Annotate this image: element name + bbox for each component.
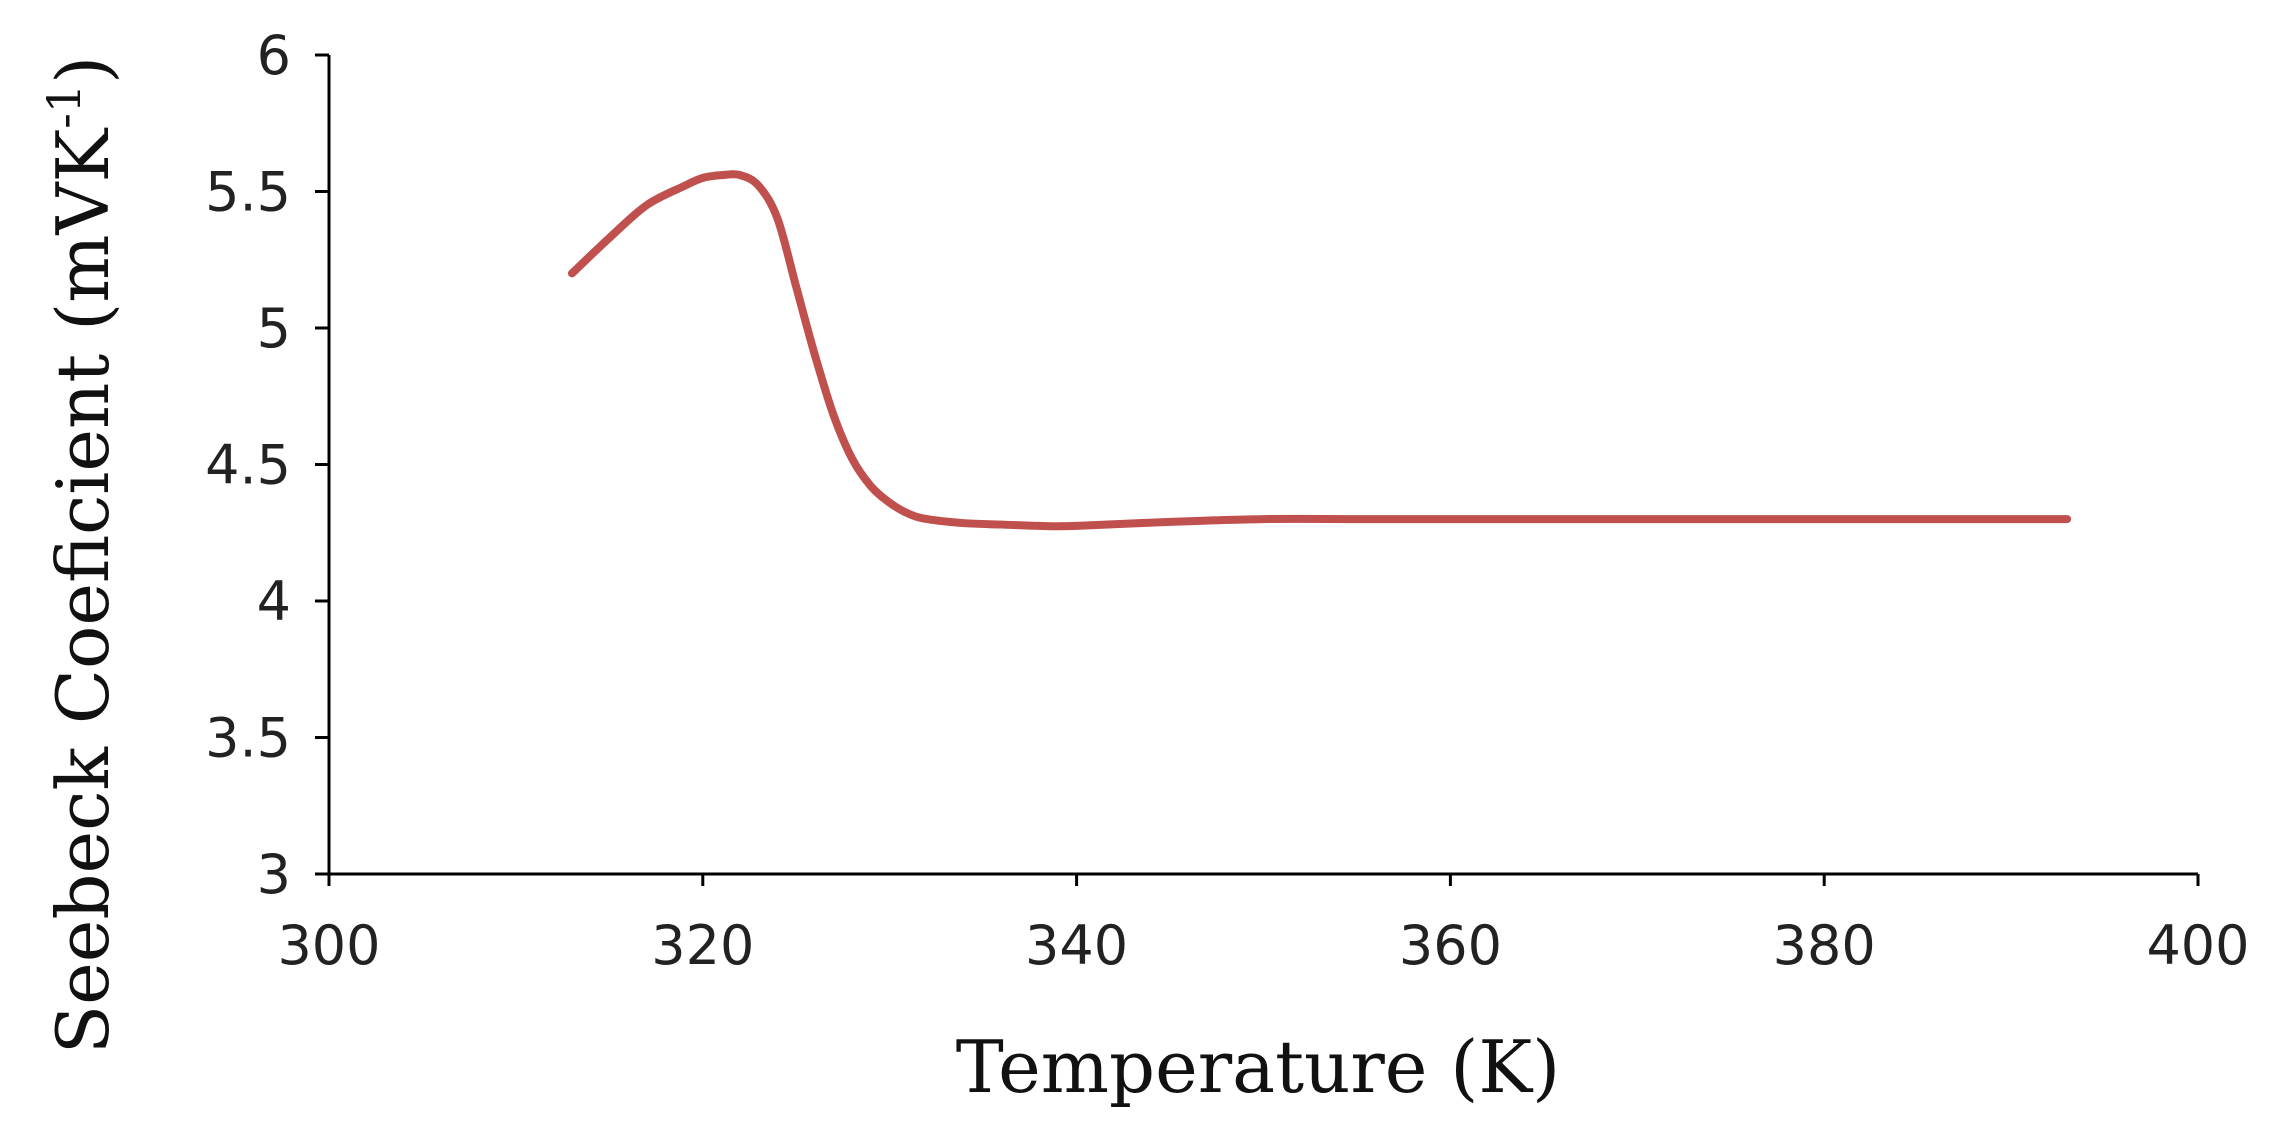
y-tick-label: 3 [257,843,291,906]
y-tick-label: 4.5 [205,434,291,497]
axes [327,55,2198,876]
y-tick-label: 3.5 [205,707,291,770]
x-tick-label: 360 [1399,914,1502,977]
y-axis-title-main: Seebeck Coeficient (mVK [41,128,125,1055]
x-axis-title: Temperature (K) [956,1025,1561,1109]
y-tick-label: 4 [257,570,291,633]
x-tick-label: 340 [1025,914,1128,977]
x-tick-label: 400 [2146,914,2249,977]
x-tick-label: 300 [277,914,380,977]
y-axis-ticks: 3 3.5 4 4.5 5 5.5 6 [205,24,329,906]
y-axis-title: Seebeck Coeficient (mVK-1) [37,56,125,1054]
series-layer [567,170,2072,531]
y-tick-label: 5 [257,297,291,360]
y-axis-title-superscript: -1 [37,84,91,129]
y-tick-label: 6 [257,24,291,87]
x-axis-ticks: 300 320 340 360 380 400 [277,874,2250,977]
x-tick-label: 380 [1773,914,1876,977]
y-axis-title-close: ) [41,56,125,84]
x-tick-label: 320 [651,914,754,977]
y-tick-label: 5.5 [205,161,291,224]
seebeck-series-line [567,170,2072,531]
